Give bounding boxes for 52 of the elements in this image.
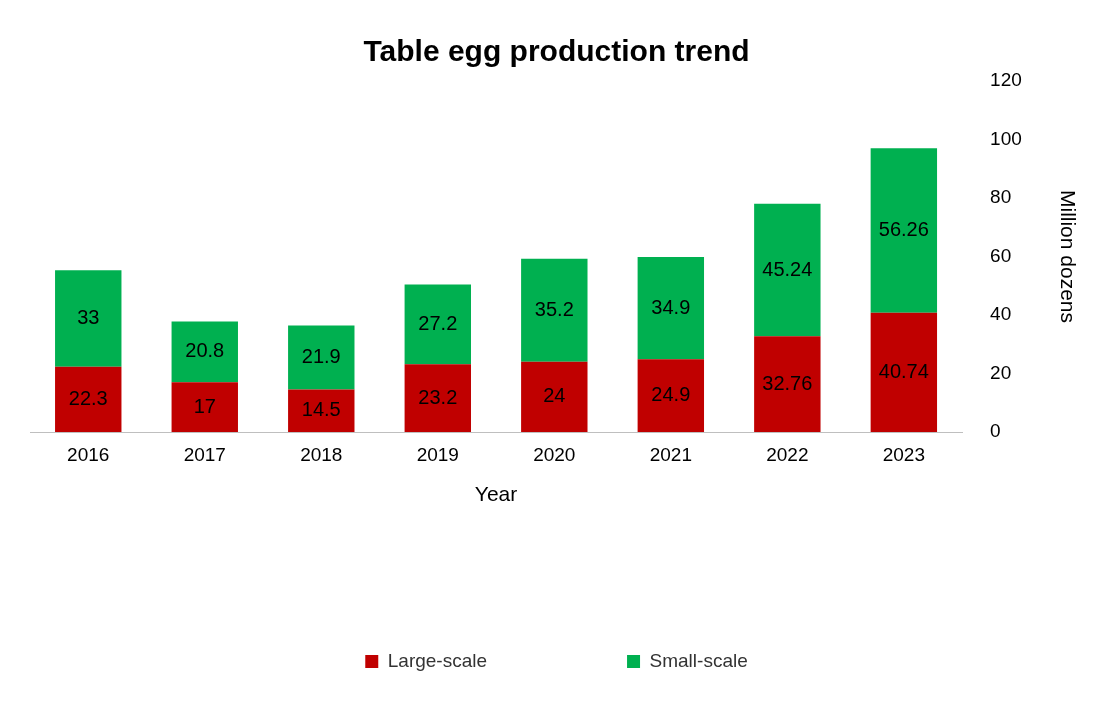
y-tick-label: 60 <box>990 244 1012 266</box>
y-tick-label: 120 <box>990 69 1022 91</box>
x-tick-label: 2022 <box>766 443 809 465</box>
data-label: 32.76 <box>762 371 813 394</box>
y-axis-title: Million dozens <box>1056 189 1080 324</box>
data-label: 24.9 <box>651 383 691 406</box>
data-label: 24 <box>543 384 566 407</box>
y-tick-label: 40 <box>990 303 1012 325</box>
legend-label: Small-scale <box>649 649 748 671</box>
x-tick-label: 2019 <box>416 443 459 465</box>
bar <box>288 389 355 432</box>
data-label: 23.2 <box>418 385 458 408</box>
data-label: 34.9 <box>651 295 691 318</box>
bar <box>55 270 122 367</box>
y-tick-label: 0 <box>990 420 1001 442</box>
bar <box>404 364 471 432</box>
data-label: 56.26 <box>878 218 929 241</box>
data-label: 45.24 <box>762 257 813 280</box>
x-tick-label: 2020 <box>533 443 576 465</box>
bar <box>637 257 705 360</box>
y-tick-label: 100 <box>990 127 1022 149</box>
bar <box>870 148 938 313</box>
bar <box>171 321 238 383</box>
bar <box>870 312 938 432</box>
y-tick-label: 80 <box>990 186 1012 208</box>
bar <box>637 359 705 432</box>
bar <box>288 325 355 390</box>
data-label: 20.8 <box>185 339 225 362</box>
chart-title: Table egg production trend <box>363 34 750 68</box>
data-label: 14.5 <box>301 398 341 421</box>
x-tick-label: 2023 <box>882 443 925 465</box>
bar <box>55 366 122 432</box>
data-label: 33 <box>77 306 100 329</box>
x-tick-label: 2016 <box>67 443 110 465</box>
data-label: 35.2 <box>534 297 574 320</box>
data-label: 22.3 <box>68 386 108 409</box>
x-tick-label: 2021 <box>649 443 692 465</box>
data-label: 17 <box>193 394 216 417</box>
x-axis-title: Year <box>474 482 518 506</box>
x-tick-label: 2018 <box>300 443 343 465</box>
data-label: 40.74 <box>878 359 929 382</box>
y-tick-label: 20 <box>990 361 1012 383</box>
x-tick-label: 2017 <box>183 443 226 465</box>
bar <box>754 336 821 432</box>
data-label: 27.2 <box>418 311 458 334</box>
bar <box>754 203 821 337</box>
bar <box>404 284 471 365</box>
data-label: 21.9 <box>301 345 341 368</box>
legend-label: Large-scale <box>387 649 488 671</box>
bar <box>521 361 588 432</box>
bar <box>521 258 588 362</box>
bar <box>171 382 238 432</box>
